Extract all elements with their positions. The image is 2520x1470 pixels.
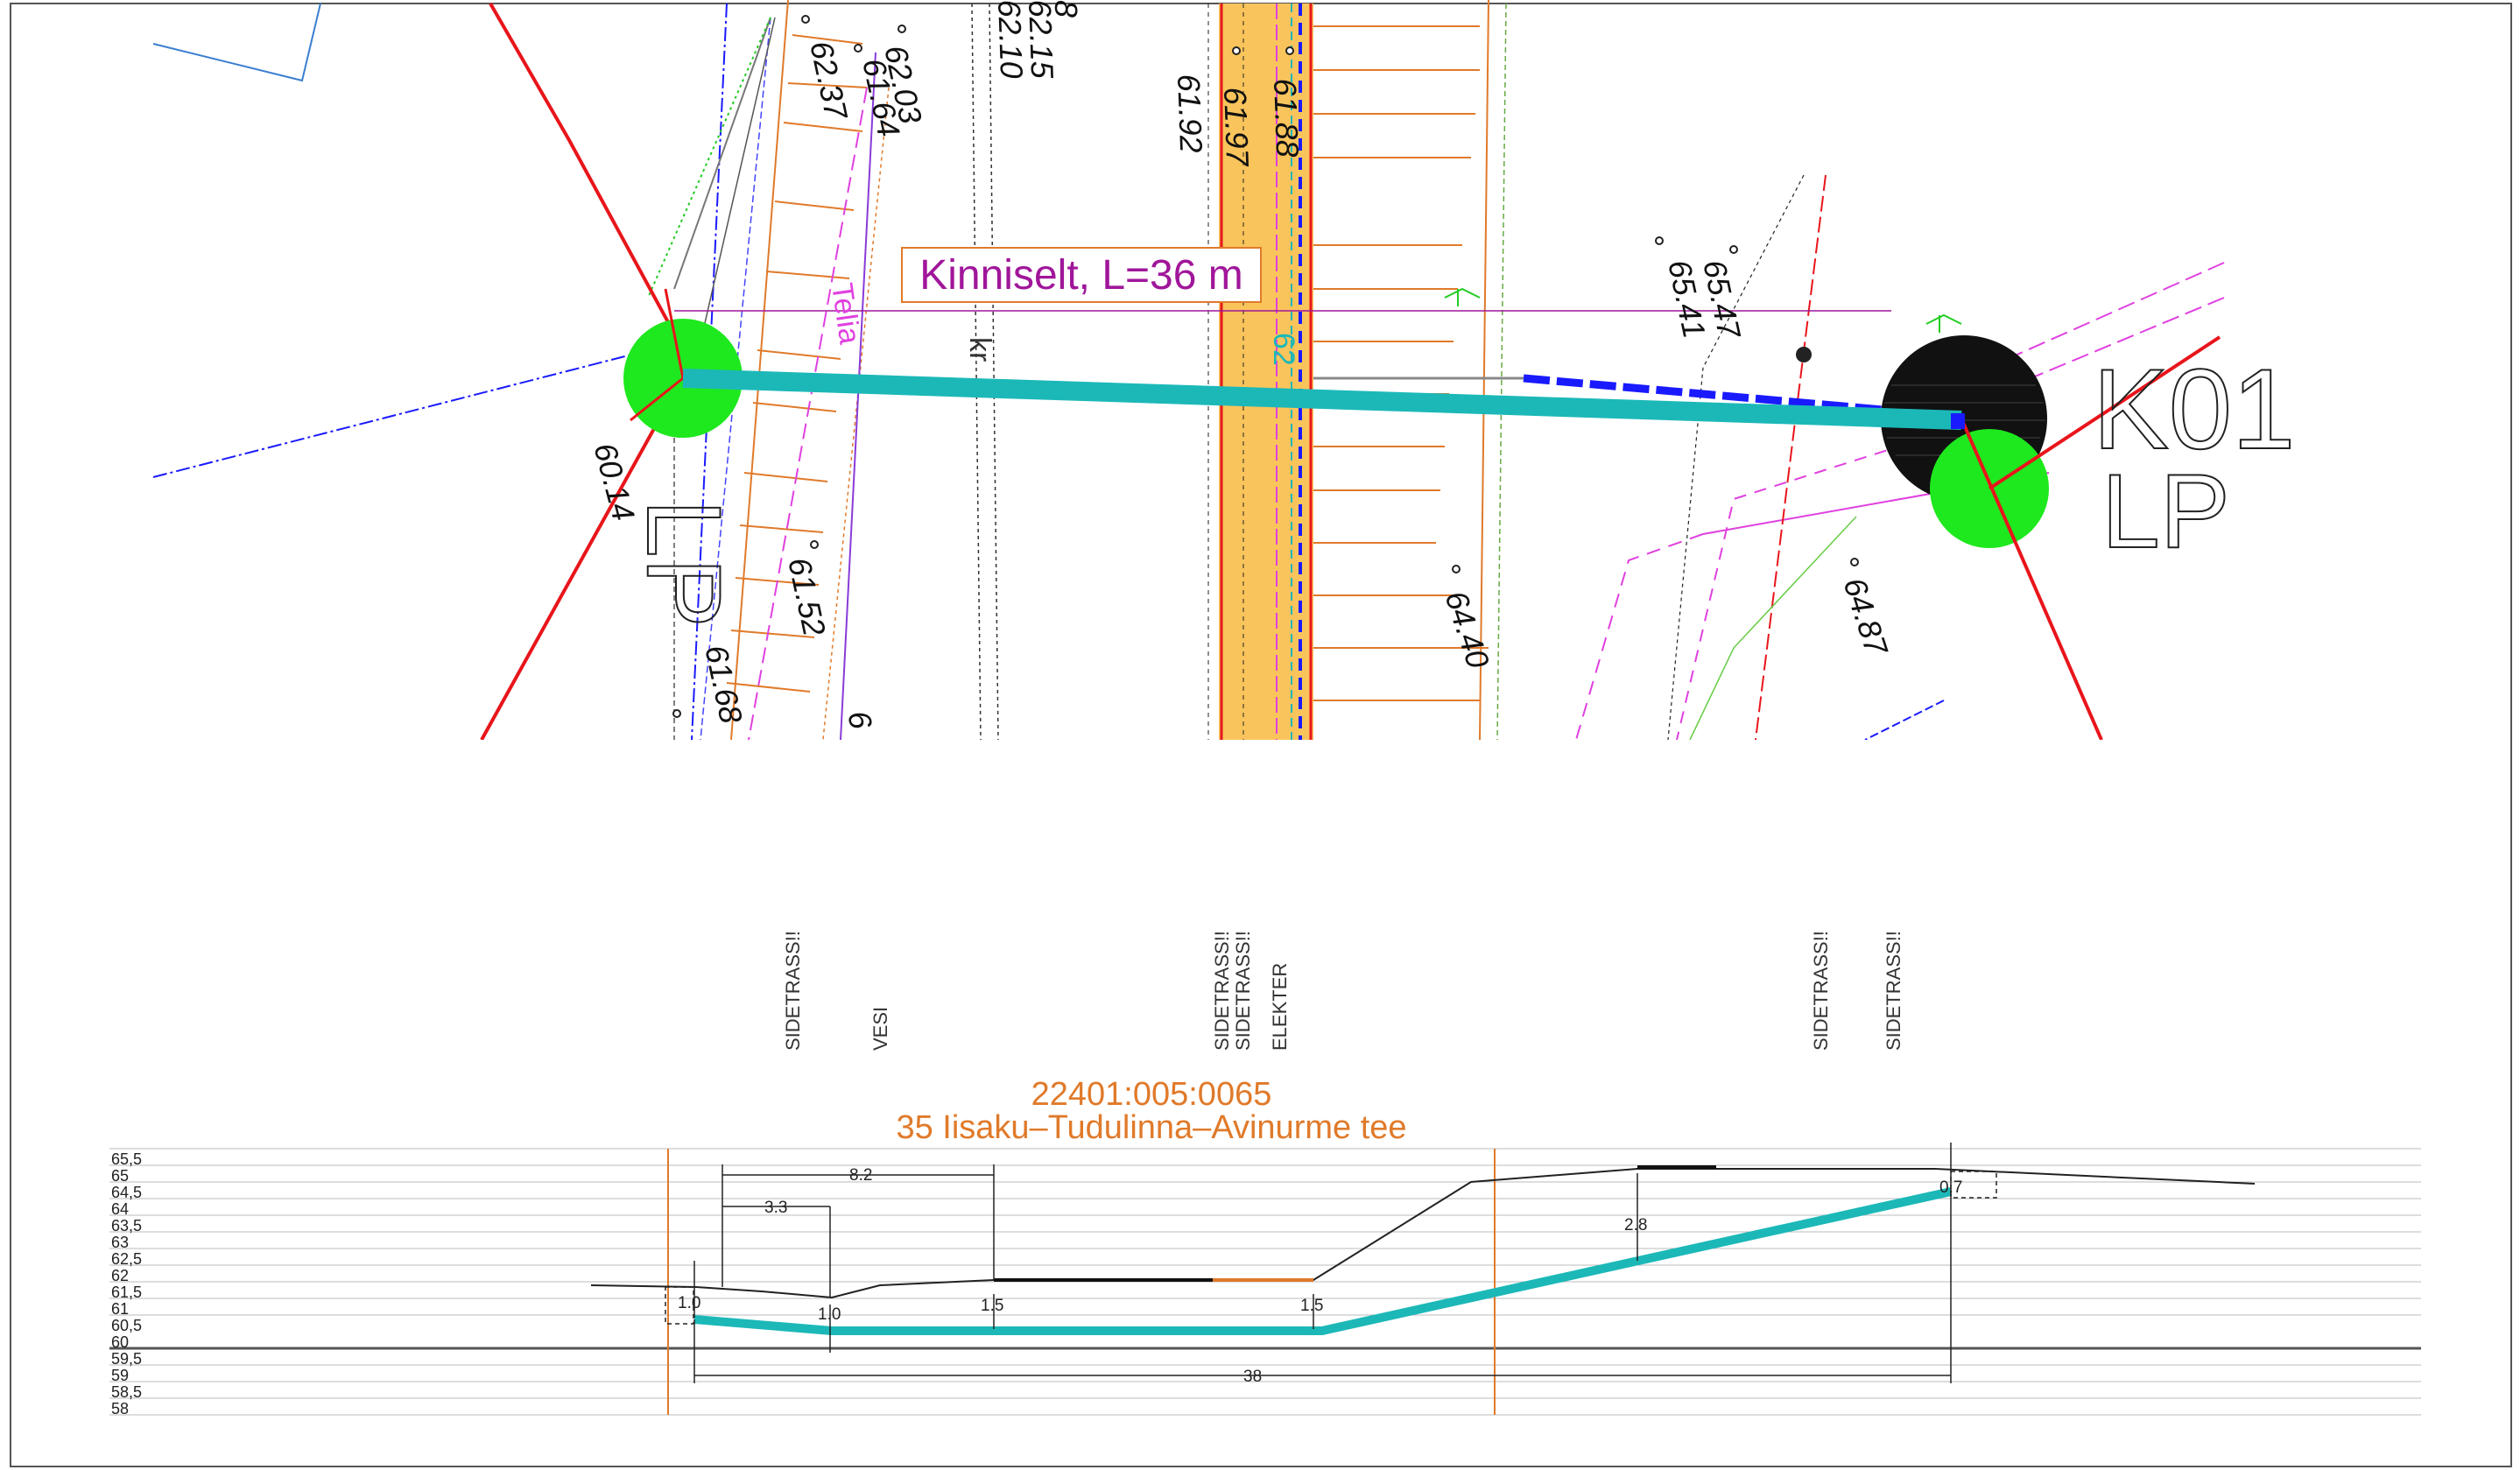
y-tick: 61 — [111, 1300, 129, 1318]
profile-grid — [109, 1148, 2421, 1416]
y-tick: 63 — [111, 1234, 129, 1251]
callout-text: Kinniselt, L=36 m — [919, 252, 1243, 299]
road-elev-label: 62 — [1267, 333, 1300, 366]
pipe-profile — [693, 1187, 1953, 1335]
dim-1-0-a: 1.0 — [678, 1294, 700, 1312]
y-tick: 61,5 — [111, 1284, 142, 1301]
well-code-label: LP — [2101, 453, 2230, 570]
pipe-plan — [682, 369, 1962, 430]
dim-38: 38 — [1243, 1368, 1262, 1386]
y-tick: 62 — [111, 1267, 129, 1284]
profile-view: SIDETRASS!! VESI SIDETRASS!! SIDETRASS!!… — [109, 931, 2421, 1417]
elev: 62.15 — [1022, 0, 1060, 80]
road-band — [1219, 4, 1313, 740]
crossing-label: SIDETRASS!! — [1883, 931, 1904, 1051]
elev: 62.10 — [991, 0, 1030, 79]
y-tick: 65 — [111, 1167, 129, 1185]
y-tick: 65,5 — [111, 1150, 142, 1168]
parcel-id: 22401:005:0065 — [1031, 1076, 1272, 1113]
crossing-label: VESI — [869, 1007, 891, 1051]
crossing-label: SIDETRASS!! — [1232, 931, 1254, 1051]
dim-1-5-b: 1.5 — [1300, 1297, 1323, 1315]
y-tick: 64 — [111, 1200, 129, 1218]
callout-box: Kinniselt, L=36 m — [674, 247, 1891, 312]
y-tick: 58 — [111, 1400, 129, 1417]
elev: 61.88 — [1267, 78, 1306, 158]
y-tick: 64,5 — [111, 1184, 142, 1201]
y-tick: 59 — [111, 1367, 129, 1384]
crossing-label: SIDETRASS!! — [1211, 931, 1233, 1051]
dim-3-3: 3.3 — [764, 1199, 787, 1217]
dim-1-0-b: 1.0 — [818, 1305, 841, 1324]
y-tick: 60 — [111, 1333, 129, 1351]
dim-1-5-a: 1.5 — [981, 1297, 1003, 1315]
y-tick: 60,5 — [111, 1317, 142, 1334]
y-tick-labels: 65,5 65 64,5 64 63,5 63 62,5 62 61,5 61 … — [111, 1150, 142, 1417]
well-id-label: K01 — [2093, 345, 2295, 473]
y-tick: 59,5 — [111, 1350, 142, 1368]
kr-label: kr — [963, 337, 996, 362]
crossing-label: ELEKTER — [1269, 963, 1291, 1051]
y-tick: 62,5 — [111, 1250, 142, 1268]
elev: 61.92 — [1171, 74, 1209, 153]
crossing-label: SIDETRASS!! — [1810, 931, 1832, 1051]
dim-8-2: 8.2 — [849, 1166, 872, 1185]
elev: 61.97 — [1217, 87, 1256, 168]
road-name: 35 Iisaku–Tudulinna–Avinurme tee — [896, 1109, 1406, 1146]
y-tick: 58,5 — [111, 1383, 142, 1401]
left-lp-label: LP — [625, 499, 743, 628]
y-tick: 63,5 — [111, 1217, 142, 1234]
dim-0-7: 0.7 — [1939, 1178, 1962, 1197]
crossing-label: SIDETRASS!! — [782, 931, 804, 1051]
dim-2-8: 2.8 — [1624, 1216, 1647, 1234]
plan-view: Kinniselt, L=36 m K01 LP LP T — [12, 0, 2509, 747]
elev: 8 — [1048, 0, 1084, 18]
crossing-labels: SIDETRASS!! VESI SIDETRASS!! SIDETRASS!!… — [782, 931, 1904, 1051]
